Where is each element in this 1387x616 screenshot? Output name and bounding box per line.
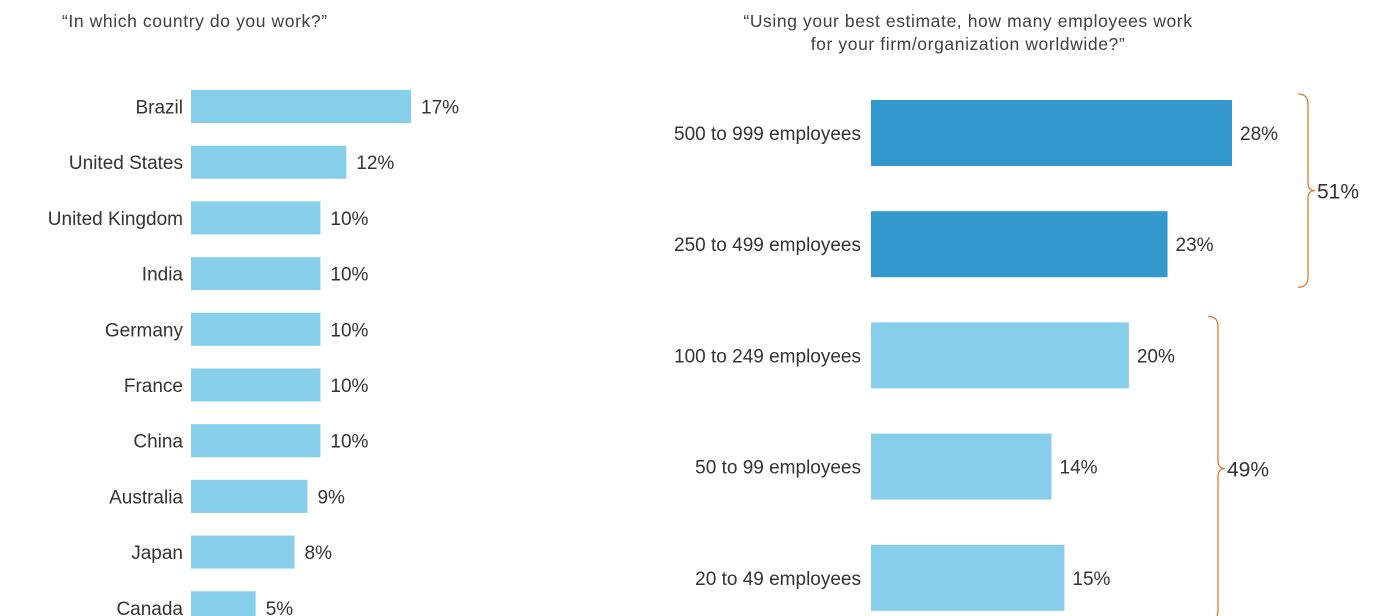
bar (191, 479, 308, 513)
value-label: 20% (1137, 346, 1175, 367)
bar (191, 368, 321, 402)
value-label: 23% (1176, 235, 1214, 256)
category-label: 20 to 49 employees (695, 569, 861, 590)
value-label: 10% (330, 320, 368, 341)
value-label: 12% (356, 153, 394, 174)
bar (191, 312, 321, 346)
category-label: United States (69, 153, 183, 174)
value-label: 14% (1060, 458, 1098, 479)
bar (871, 544, 1065, 611)
category-label: Germany (105, 320, 184, 341)
group-total-label: 49% (1227, 459, 1269, 482)
category-label: Canada (116, 599, 183, 616)
group-total-label: 51% (1317, 181, 1359, 204)
category-label: France (124, 376, 183, 397)
bar (871, 322, 1129, 389)
chart-title-country: “In which country do you work?” (62, 11, 328, 31)
category-label: India (142, 265, 184, 286)
category-label: 100 to 249 employees (674, 346, 861, 367)
value-label: 15% (1072, 569, 1110, 590)
category-label: Australia (109, 487, 183, 508)
category-label: China (133, 432, 183, 453)
value-label: 8% (305, 543, 333, 564)
value-label: 10% (330, 265, 368, 286)
bar (191, 90, 411, 123)
chart-title-employees: “Using your best estimate, how many empl… (743, 11, 1193, 54)
category-label: 250 to 499 employees (674, 235, 861, 256)
category-label: 500 to 999 employees (674, 124, 861, 145)
bar (871, 433, 1052, 500)
bar (871, 100, 1232, 166)
value-label: 5% (266, 599, 294, 616)
value-label: 10% (330, 209, 368, 230)
bar (191, 424, 321, 458)
group-bracket (1297, 93, 1316, 288)
bar (191, 535, 295, 569)
group-bracket (1207, 315, 1226, 616)
category-label: 50 to 99 employees (695, 458, 861, 479)
value-label: 9% (317, 487, 345, 508)
category-label: Brazil (135, 98, 183, 119)
category-label: United Kingdom (48, 209, 183, 230)
value-label: 10% (330, 432, 368, 453)
category-label: Japan (131, 543, 183, 564)
value-label: 17% (421, 98, 459, 119)
value-label: 28% (1240, 124, 1278, 145)
bar (191, 201, 321, 235)
bar (191, 591, 256, 616)
value-label: 10% (330, 376, 368, 397)
bar (191, 257, 321, 291)
bar (191, 145, 347, 179)
bar (871, 211, 1168, 278)
